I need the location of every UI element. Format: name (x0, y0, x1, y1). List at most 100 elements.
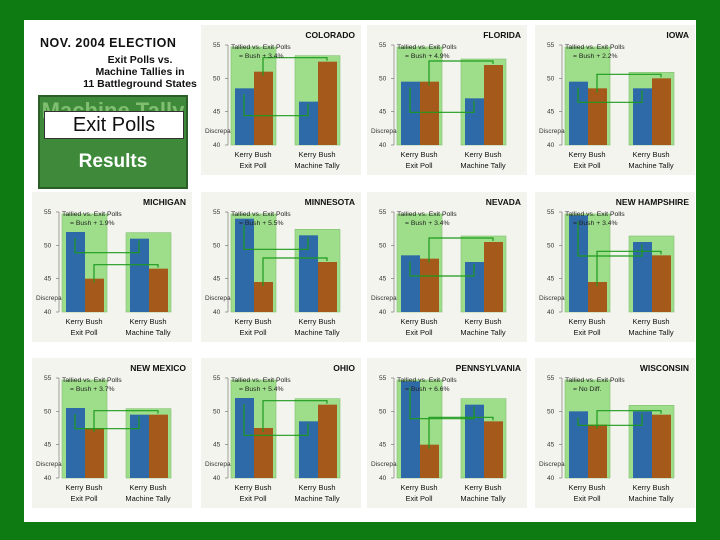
state-chart-panel: MINNESOTA 40 45 50 55 Discrepancy Tallied vs. … (201, 192, 361, 342)
exit-bush-bar (420, 258, 439, 312)
x-candidates-label: Kerry Bush (298, 483, 335, 492)
y-axis-note: Discrepancy (539, 461, 576, 468)
tally-bush-bar (484, 242, 503, 312)
y-tick-label: 55 (213, 42, 221, 49)
tally-kerry-bar (633, 242, 652, 312)
x-candidates-label: Kerry Bush (632, 150, 669, 159)
exit-kerry-bar (235, 88, 254, 145)
state-chart-svg: COLORADO 40 45 50 55 Discrepancy Tallied vs. E… (205, 30, 355, 170)
x-candidates-label: Kerry Bush (568, 483, 605, 492)
tally-kerry-bar (465, 404, 484, 478)
x-group-label: Exit Poll (405, 494, 432, 503)
kerry-shift-arrow (409, 261, 475, 277)
state-chart-svg: MICHIGAN 40 45 50 55 Discrepancy Tallied vs. E… (36, 197, 186, 337)
x-group-label: Exit Poll (70, 328, 97, 337)
legend-label: Tallied vs. Exit Polls (565, 377, 625, 384)
subtitle-line: 11 Battleground States (83, 78, 197, 90)
y-tick-label: 40 (44, 309, 52, 316)
y-tick-label: 55 (547, 42, 555, 49)
bush-shift-arrow (428, 416, 494, 449)
x-group-label: Exit Poll (573, 494, 600, 503)
y-tick-label: 50 (379, 75, 387, 82)
state-title: NEW MEXICO (130, 363, 186, 373)
state-chart-svg: FLORIDA 40 45 50 55 Discrepancy Tallied vs. Ex… (371, 30, 521, 170)
tally-bush-bar (318, 404, 337, 478)
state-chart-panel: MICHIGAN 40 45 50 55 Discrepancy Tallied vs. E… (32, 192, 192, 342)
exit-kerry-bar (66, 408, 85, 478)
exit-bush-bar (588, 282, 607, 312)
kerry-shift-arrow (74, 414, 140, 430)
page-subtitle: Exit Polls vs. Machine Tallies in 11 Bat… (60, 54, 220, 90)
kerry-shift-arrow (243, 224, 309, 250)
state-title: COLORADO (305, 30, 355, 40)
y-tick-label: 50 (547, 242, 555, 249)
x-group-label: Machine Tally (460, 161, 506, 170)
exit-bush-bar (254, 282, 273, 312)
state-chart-panel: IOWA 40 45 50 55 Discrepancy Tallied vs. Exit … (535, 25, 695, 175)
y-axis-note: Discrepancy (539, 128, 576, 135)
state-chart-svg: WISCONSIN 40 45 50 55 Discrepancy Tallied vs. … (539, 363, 689, 503)
state-chart-panel: NEW HAMPSHIRE 40 45 50 55 Discrepancy Tallied … (535, 192, 695, 342)
state-title: MICHIGAN (143, 197, 186, 207)
x-candidates-label: Kerry Bush (568, 150, 605, 159)
bush-shift-arrow (262, 57, 328, 76)
x-group-label: Machine Tally (460, 494, 506, 503)
tally-bush-bar (149, 414, 168, 478)
kerry-shift-arrow (577, 221, 643, 257)
tally-bush-bar (652, 78, 671, 145)
bush-shift-arrow (428, 237, 494, 263)
kerry-shift-arrow (409, 387, 475, 420)
y-tick-label: 45 (379, 276, 387, 283)
y-tick-label: 45 (213, 109, 221, 116)
kerry-shift-arrow (577, 413, 643, 426)
exit-bush-bar (85, 428, 104, 478)
legend-label: Tallied vs. Exit Polls (62, 211, 122, 218)
state-chart-panel: FLORIDA 40 45 50 55 Discrepancy Tallied vs. Ex… (367, 25, 527, 175)
legend-label: Tallied vs. Exit Polls (397, 44, 457, 51)
bush-shift-arrow (262, 257, 328, 286)
y-tick-label: 40 (213, 309, 221, 316)
y-axis-note: Discrepancy (371, 461, 408, 468)
y-tick-label: 45 (44, 276, 52, 283)
tally-bush-bar (318, 61, 337, 145)
x-candidates-label: Kerry Bush (129, 317, 166, 326)
discrepancy-note: = Bush + 6.6% (405, 386, 450, 393)
x-candidates-label: Kerry Bush (464, 483, 501, 492)
y-tick-label: 55 (547, 209, 555, 216)
exit-bush-bar (420, 81, 439, 145)
x-candidates-label: Kerry Bush (298, 150, 335, 159)
discrepancy-note: = Bush + 5.4% (239, 386, 284, 393)
state-chart-svg: NEW MEXICO 40 45 50 55 Discrepancy Tallied vs.… (36, 363, 186, 503)
y-tick-label: 40 (379, 142, 387, 149)
x-group-label: Machine Tally (628, 161, 674, 170)
state-chart-svg: OHIO 40 45 50 55 Discrepancy Tallied vs. Exit … (205, 363, 355, 503)
y-tick-label: 55 (213, 375, 221, 382)
y-tick-label: 45 (379, 109, 387, 116)
discrepancy-note: = Bush + 3.4% (405, 220, 450, 227)
exit-bush-bar (85, 278, 104, 312)
kerry-shift-arrow (577, 87, 643, 103)
state-chart-panel: WISCONSIN 40 45 50 55 Discrepancy Tallied vs. … (535, 358, 695, 508)
state-title: PENNSYLVANIA (456, 363, 521, 373)
x-candidates-label: Kerry Bush (234, 483, 271, 492)
legend-label: Tallied vs. Exit Polls (231, 377, 291, 384)
legend-label: Tallied vs. Exit Polls (397, 211, 457, 218)
x-group-label: Machine Tally (628, 494, 674, 503)
legend-label: Tallied vs. Exit Polls (231, 44, 291, 51)
y-tick-label: 45 (547, 442, 555, 449)
bush-shift-arrow (596, 73, 662, 93)
tally-kerry-bar (299, 101, 318, 145)
tally-bush-bar (484, 65, 503, 145)
x-group-label: Exit Poll (70, 494, 97, 503)
discrepancy-note: = Bush + 2.2% (573, 53, 618, 60)
x-candidates-label: Kerry Bush (464, 150, 501, 159)
state-chart-svg: IOWA 40 45 50 55 Discrepancy Tallied vs. Exit … (539, 30, 689, 170)
y-tick-label: 50 (379, 242, 387, 249)
x-group-label: Exit Poll (239, 328, 266, 337)
overlay-label-box: Machine Tally Exit Polls Results (38, 95, 188, 189)
y-tick-label: 40 (547, 309, 555, 316)
page-title: NOV. 2004 ELECTION (40, 36, 177, 50)
x-candidates-label: Kerry Bush (632, 317, 669, 326)
y-tick-label: 50 (44, 242, 52, 249)
y-tick-label: 40 (547, 475, 555, 482)
